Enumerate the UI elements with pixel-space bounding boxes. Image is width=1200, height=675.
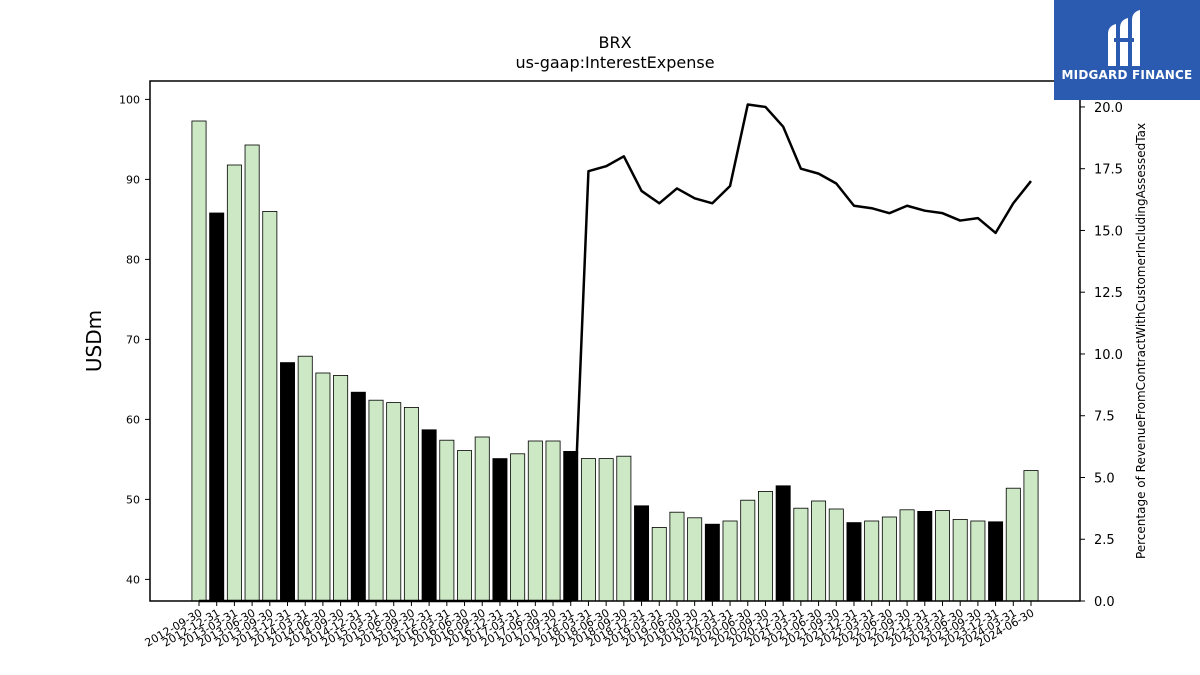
y-tick-label: 50 xyxy=(126,493,140,506)
bar xyxy=(386,402,402,602)
bar xyxy=(864,520,880,602)
bar xyxy=(510,453,526,602)
bar xyxy=(846,522,862,602)
bar xyxy=(1005,487,1021,602)
y2-tick-labels: 0.0 2.5 5.0 7.5 10.0 12.5 15.0 17.5 20.0 xyxy=(1080,101,1123,610)
bar xyxy=(527,440,543,602)
axes xyxy=(149,80,1081,602)
bar xyxy=(722,520,738,602)
bar xyxy=(439,439,455,602)
bar xyxy=(899,509,915,602)
bar xyxy=(262,210,278,602)
bar xyxy=(687,517,703,602)
bar xyxy=(598,458,614,602)
y-tick-label: 90 xyxy=(126,173,140,186)
y2-tick-label: 20.0 xyxy=(1094,101,1123,116)
plot-frame xyxy=(149,80,1081,602)
bar xyxy=(917,510,933,602)
y-tick-label: 70 xyxy=(126,333,140,346)
bar xyxy=(191,120,207,602)
bar xyxy=(244,144,260,602)
chart-subtitle: us-gaap:InterestExpense xyxy=(515,53,714,72)
y-tick-labels: 40 50 60 70 80 90 100 xyxy=(119,93,150,586)
bar xyxy=(368,399,384,602)
bar xyxy=(988,521,1004,602)
bar xyxy=(492,458,508,602)
bar xyxy=(634,505,650,602)
bar xyxy=(651,527,667,602)
y2-tick-label: 10.0 xyxy=(1094,348,1123,363)
bar xyxy=(669,511,685,602)
bar xyxy=(793,507,809,602)
y2-tick-label: 7.5 xyxy=(1094,410,1115,425)
bar xyxy=(811,500,827,602)
bar xyxy=(952,519,968,602)
y2-tick-label: 2.5 xyxy=(1094,533,1115,548)
y-tick-label: 40 xyxy=(126,573,140,586)
y2-tick-label: 12.5 xyxy=(1094,286,1123,301)
bar xyxy=(545,440,561,602)
logo-text: MIDGARD FINANCE xyxy=(1061,68,1193,82)
y-tick-label: 100 xyxy=(119,93,140,106)
bar xyxy=(616,455,632,602)
bar xyxy=(457,450,473,602)
bar xyxy=(403,406,419,602)
bar xyxy=(828,508,844,602)
bar xyxy=(333,374,349,602)
bar xyxy=(421,429,437,602)
bar xyxy=(970,520,986,602)
bar xyxy=(580,458,596,602)
y-axis-label: USDm xyxy=(82,310,106,372)
bar xyxy=(350,391,366,602)
y-tick-label: 80 xyxy=(126,253,140,266)
bar xyxy=(315,372,331,602)
y2-tick-label: 15.0 xyxy=(1094,224,1123,239)
bar-series xyxy=(191,120,1039,602)
bar xyxy=(474,436,490,602)
midgard-bars-icon xyxy=(1108,10,1140,66)
bar xyxy=(935,510,950,602)
x-tick-labels: 2012-09-302012-12-312013-03-312013-06-30… xyxy=(143,601,1037,650)
y2-axis-label: Percentage of RevenueFromContractWithCus… xyxy=(1134,123,1148,559)
y2-tick-label: 17.5 xyxy=(1094,163,1123,178)
bar xyxy=(881,516,897,602)
bar xyxy=(297,355,313,602)
chart-title: BRX xyxy=(598,33,631,52)
y-tick-label: 60 xyxy=(126,413,140,426)
bar xyxy=(1023,470,1039,602)
bar xyxy=(280,362,295,602)
bar xyxy=(226,164,242,602)
bar xyxy=(740,499,756,602)
bar xyxy=(775,485,791,602)
bar xyxy=(209,212,225,602)
bar xyxy=(704,523,720,602)
y2-tick-label: 5.0 xyxy=(1094,471,1115,486)
bar xyxy=(757,490,773,602)
y2-tick-label: 0.0 xyxy=(1094,595,1115,610)
midgard-finance-logo: MIDGARD FINANCE xyxy=(1054,0,1200,100)
